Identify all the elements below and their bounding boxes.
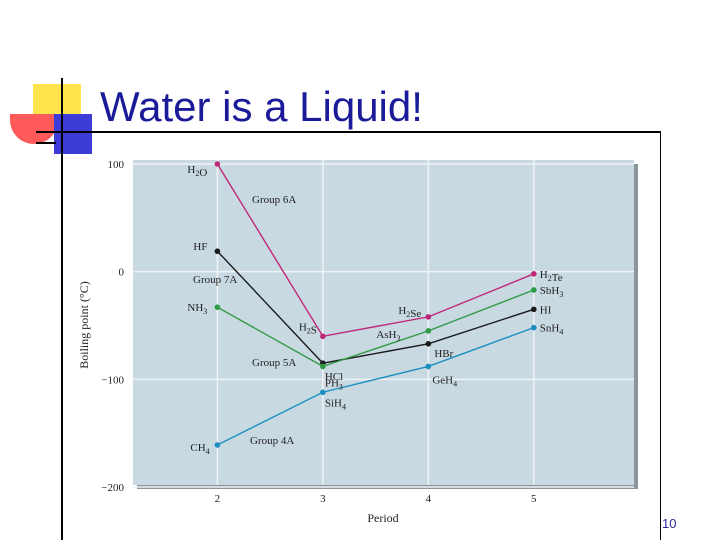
point-label: PH3	[325, 377, 343, 391]
series-name-label: Group 6A	[252, 194, 296, 206]
point-label: SnH4	[540, 323, 564, 337]
series-name-label: Group 5A	[252, 357, 296, 369]
point-label: H2O	[187, 164, 207, 179]
data-point	[320, 363, 326, 370]
decorative-vertical-rule	[61, 78, 63, 540]
point-label: AsH3	[376, 329, 400, 343]
y-tick-label: −200	[101, 482, 124, 494]
data-point	[320, 389, 326, 396]
data-point	[214, 304, 221, 310]
decorative-square-blue	[54, 114, 92, 154]
page-number: 10	[662, 516, 677, 531]
point-label: CH4	[190, 442, 209, 456]
series-name-label: Group 4A	[250, 435, 294, 447]
series-name-label: Group 7A	[193, 274, 237, 286]
series-line-0	[216, 163, 535, 338]
x-tick-label: 5	[531, 493, 537, 505]
point-label: SiH4	[325, 397, 346, 411]
point-label: HBr	[434, 348, 453, 360]
x-tick-label: 4	[426, 493, 432, 505]
data-point	[425, 314, 432, 320]
y-axis-label: Boiling point (°C)	[77, 281, 91, 368]
point-label: H2S	[299, 321, 317, 336]
point-label: SbH3	[540, 285, 564, 299]
decorative-horizontal-rule	[36, 131, 661, 133]
point-label: HCl	[325, 371, 343, 383]
data-point	[531, 271, 537, 277]
point-label: H2Te	[540, 269, 563, 284]
data-point	[531, 287, 537, 293]
x-tick-label: 2	[215, 493, 221, 505]
x-axis-label: Period	[367, 511, 398, 525]
data-point	[531, 306, 537, 313]
series-line-1	[216, 250, 535, 364]
data-point	[425, 341, 432, 347]
y-tick-label: −100	[101, 374, 124, 386]
chart-frame	[61, 132, 661, 540]
y-tick-label: 0	[119, 267, 125, 279]
data-point	[320, 333, 326, 340]
data-point	[214, 161, 221, 167]
data-point	[214, 248, 221, 255]
slide-title: Water is a Liquid!	[100, 83, 423, 130]
x-tick-label: 3	[320, 493, 326, 505]
data-point	[425, 363, 432, 370]
point-label: HI	[540, 304, 552, 316]
plot-area	[133, 160, 634, 485]
data-point	[214, 442, 221, 448]
series-line-2	[217, 289, 535, 368]
data-point	[531, 324, 537, 331]
decorative-horizontal-tick	[36, 142, 56, 144]
point-label: H2Se	[398, 305, 421, 320]
y-tick-label: 100	[108, 159, 125, 171]
point-label: NH3	[187, 302, 207, 316]
point-label: HF	[193, 241, 207, 253]
series-line-3	[217, 326, 535, 446]
data-point	[425, 328, 432, 334]
point-label: GeH4	[432, 374, 457, 388]
